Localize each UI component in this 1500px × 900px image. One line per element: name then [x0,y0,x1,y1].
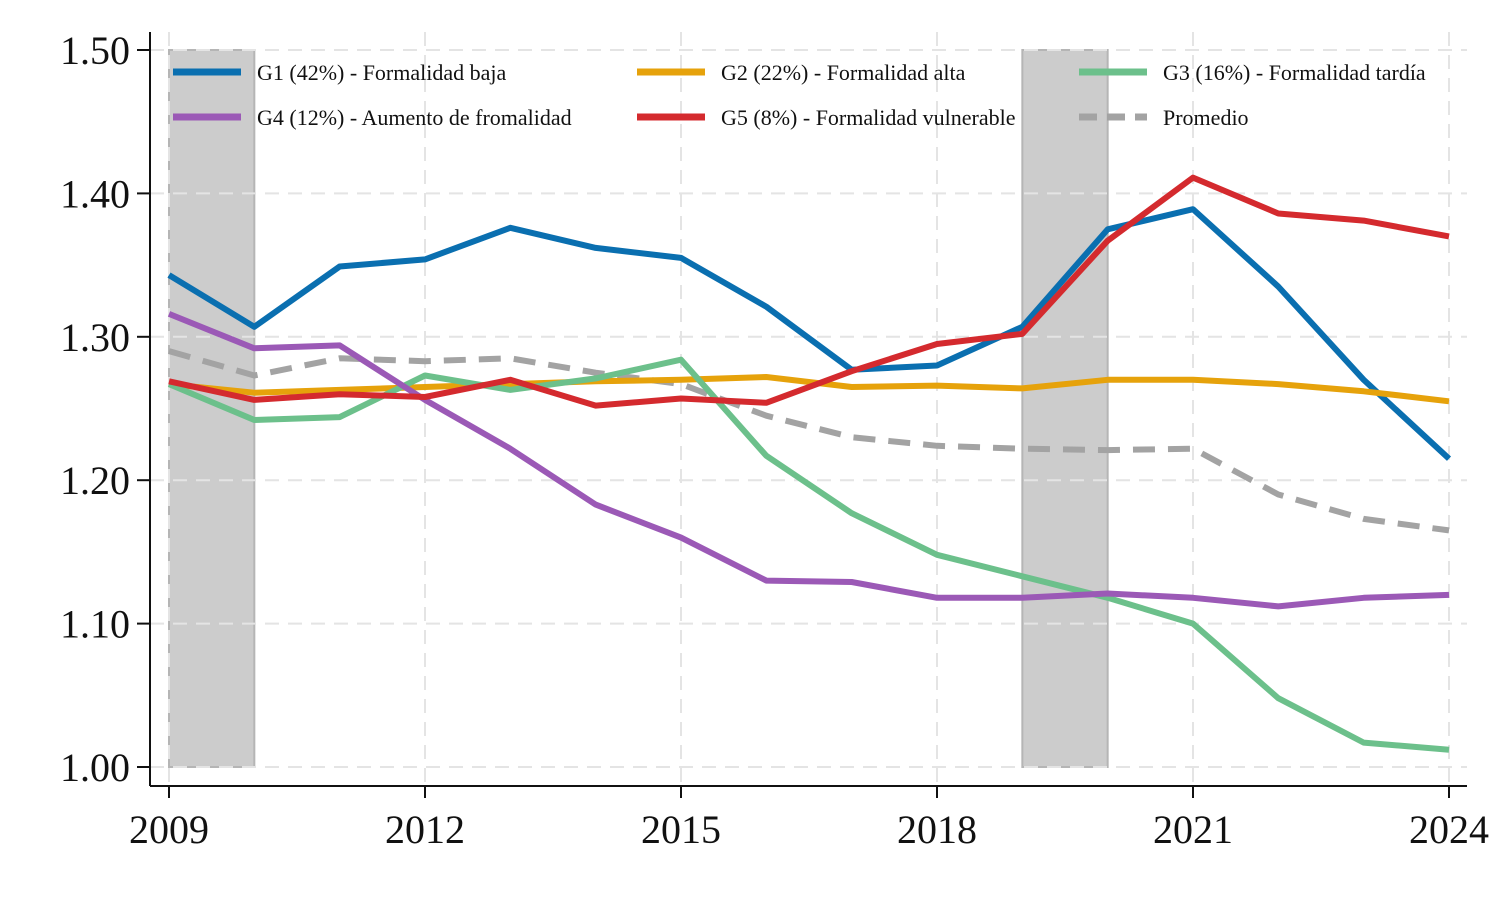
y-tick-label: 1.10 [60,602,130,647]
series-line-4 [167,311,1450,610]
legend-label-4: G4 (12%) - Aumento de fromalidad [257,105,572,130]
gridlines [150,32,1467,786]
legend-label-2: G2 (22%) - Formalidad alta [721,60,966,85]
series-line-3 [167,356,1450,753]
shaded-period-2 [1021,49,1109,768]
series-lines [167,174,1452,753]
shaded-period-1 [168,49,256,768]
x-tick-label: 2021 [1153,807,1233,852]
legend-label-1: G1 (42%) - Formalidad baja [257,60,506,85]
y-tick-label: 1.20 [60,458,130,503]
legend: G1 (42%) - Formalidad baja G2 (22%) - For… [173,60,1426,130]
x-tick-label: 2018 [897,807,977,852]
x-tick-label: 2009 [129,807,209,852]
shaded-periods [168,49,1109,768]
x-tick-label: 2012 [385,807,465,852]
series-line-6 [168,348,1450,534]
y-tick-label: 1.30 [60,315,130,360]
x-tick-label: 2024 [1409,807,1489,852]
legend-label-5: G5 (8%) - Formalidad vulnerable [721,105,1015,130]
legend-label-3: G3 (16%) - Formalidad tardía [1163,60,1426,85]
y-tick-label: 1.50 [60,28,130,73]
series-line-2 [168,374,1450,405]
x-tick-label: 2015 [641,807,721,852]
series-line-1 [167,206,1452,461]
tick-labels: 1.00 1.10 1.20 1.30 1.40 1.50 2009 2012 2015 2018… [60,28,1489,852]
axes [149,32,1467,787]
series-line-5 [168,174,1450,409]
legend-label-6: Promedio [1163,105,1249,130]
y-tick-label: 1.00 [60,745,130,790]
y-tick-label: 1.40 [60,171,130,216]
